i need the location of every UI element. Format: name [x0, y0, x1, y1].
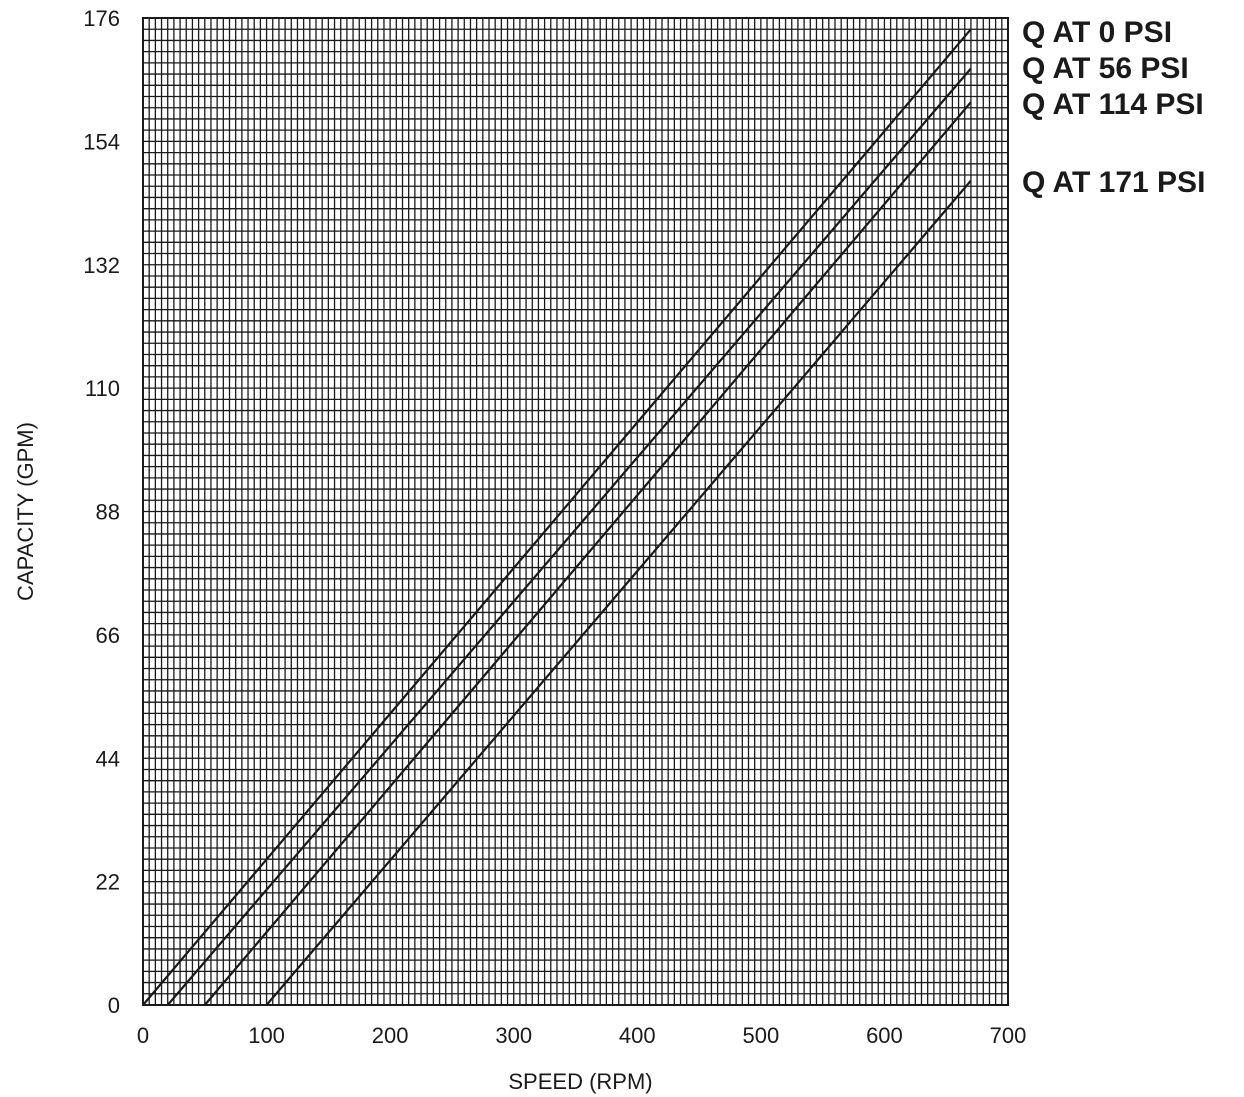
series-lines — [142, 28, 972, 1006]
series-line — [203, 101, 972, 1006]
legend-label: Q AT 114 PSI — [1022, 88, 1204, 121]
x-tick-labels: 0 100 200 300 400 500 600 700 — [137, 1023, 1026, 1048]
y-axis-title: CAPACITY (GPM) — [13, 422, 38, 601]
y-tick-label: 110 — [85, 376, 120, 401]
y-tick-label: 66 — [96, 623, 120, 648]
x-tick-label: 300 — [495, 1023, 532, 1048]
y-tick-labels: 0 22 44 66 88 110 132 154 176 — [83, 6, 120, 1018]
y-tick-label: 44 — [96, 746, 120, 771]
x-tick-label: 0 — [137, 1023, 149, 1048]
y-tick-label: 154 — [83, 129, 120, 154]
y-tick-label: 22 — [96, 870, 120, 895]
legend-label: Q AT 171 PSI — [1022, 166, 1205, 199]
series-line — [265, 179, 972, 1006]
series-line — [142, 28, 972, 1006]
legend-label: Q AT 0 PSI — [1022, 16, 1172, 49]
y-tick-label: 88 — [96, 500, 120, 525]
x-tick-label: 700 — [990, 1023, 1027, 1048]
x-tick-label: 400 — [619, 1023, 656, 1048]
y-tick-label: 132 — [83, 253, 120, 278]
x-axis-title: SPEED (RPM) — [508, 1069, 652, 1094]
y-tick-label: 0 — [108, 993, 120, 1018]
x-tick-label: 100 — [248, 1023, 285, 1048]
x-tick-label: 200 — [372, 1023, 409, 1048]
grid — [142, 17, 1009, 1006]
x-tick-label: 500 — [742, 1023, 779, 1048]
series-line — [166, 67, 972, 1006]
legend-label: Q AT 56 PSI — [1022, 52, 1189, 85]
plot-frame — [142, 17, 1009, 1006]
x-tick-label: 600 — [866, 1023, 903, 1048]
y-tick-label: 176 — [83, 6, 120, 31]
